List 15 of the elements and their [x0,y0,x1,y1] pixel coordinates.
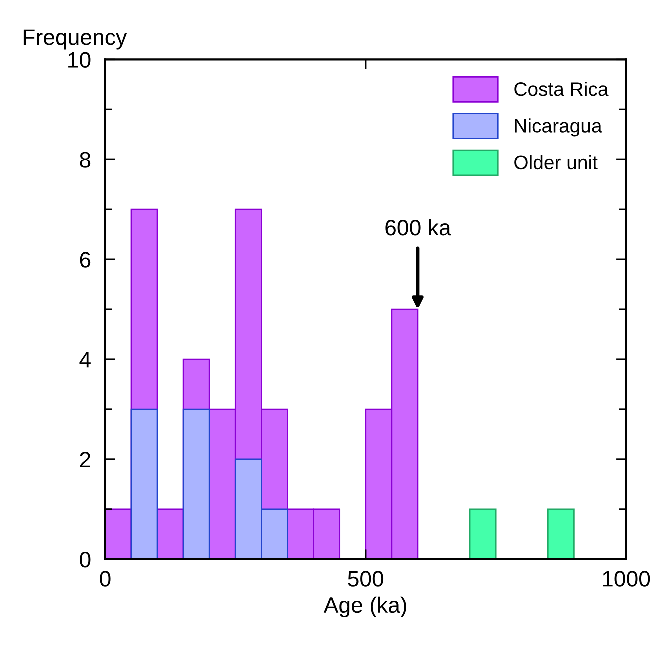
y-tick-label: 2 [80,452,90,468]
y-tick-label: 4 [80,352,91,368]
annotation: 600 ka [386,219,452,236]
y-tick-label: 10 [68,52,91,68]
y-tick-label: 8 [80,152,91,168]
legend-label: Costa Rica [514,82,609,96]
y-axis-title: Frequency [24,30,128,50]
legend-label: Nicaragua [515,118,602,137]
y-tick-label: 0 [80,552,91,568]
x-tick-label: 1000 [603,571,650,587]
legend-label: Older unit [514,155,598,170]
x-axis-title: Age (ka) [324,596,406,618]
y-tick-label: 6 [80,252,91,268]
x-tick-label: 500 [348,571,384,587]
x-tick-label: 0 [100,571,111,587]
